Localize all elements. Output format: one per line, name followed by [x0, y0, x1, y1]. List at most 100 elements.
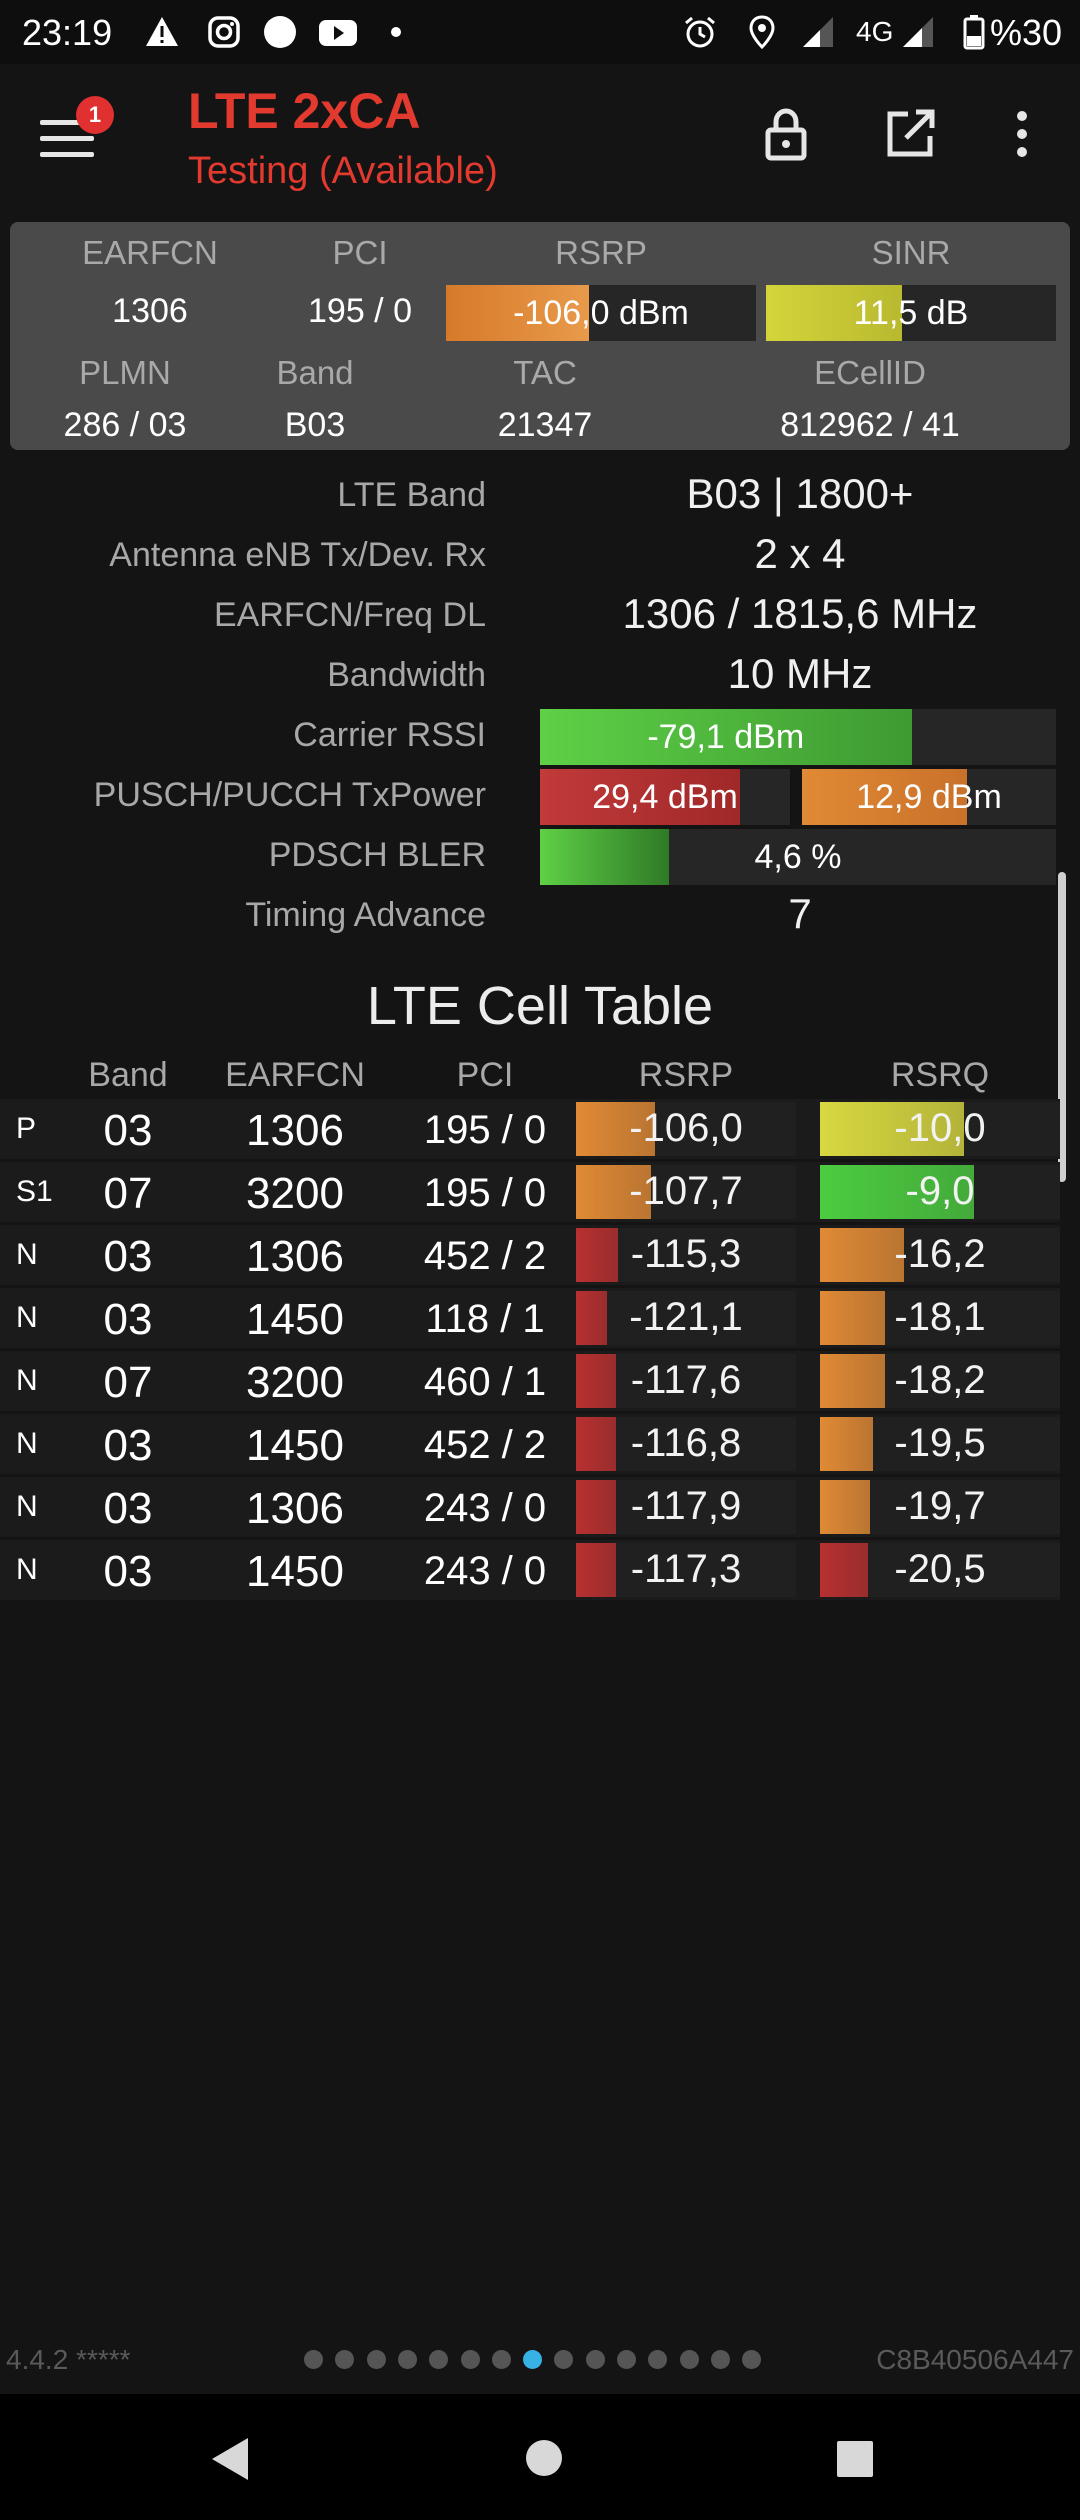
row-earfcn: 3200: [246, 1358, 344, 1407]
antenna-value: 2 x 4: [754, 530, 846, 577]
summary-pci: 195 / 0: [308, 292, 412, 330]
row-pci: 195 / 0: [423, 1171, 547, 1215]
home-icon[interactable]: [524, 2438, 564, 2483]
row-earfcn: 1306: [246, 1106, 344, 1155]
row-type: S1: [16, 1175, 53, 1208]
row-rsrq: -18,2: [894, 1358, 986, 1402]
rsrq-bar-fill: [820, 1291, 885, 1345]
earfcn-freq-label: EARFCN/Freq DL: [213, 596, 486, 634]
header-ecellid: ECellID: [814, 354, 926, 391]
row-rsrp: -121,1: [629, 1295, 743, 1339]
menu-icon[interactable]: [40, 120, 96, 160]
page-dot[interactable]: [335, 2350, 354, 2369]
header-plmn: PLMN: [79, 354, 171, 391]
row-rsrp: -117,6: [630, 1358, 742, 1402]
row-band: 07: [103, 1358, 153, 1407]
rsrp-bar: [576, 1102, 796, 1156]
page-dot[interactable]: [429, 2350, 448, 2369]
pusch-bar: 29,4 dBm: [540, 769, 790, 825]
alarm-icon: [682, 14, 718, 50]
row-earfcn: 1450: [246, 1421, 344, 1470]
rsrq-bar-fill: [820, 1417, 873, 1471]
sinr-bar: 11,5 dB: [766, 285, 1056, 341]
summary-band: B03: [284, 406, 346, 444]
row-earfcn: 1306: [246, 1232, 344, 1281]
page-dot[interactable]: [586, 2350, 605, 2369]
rssi-bar: -79,1 dBm: [540, 709, 1056, 765]
device-id: C8B40506A447: [876, 2344, 1074, 2375]
row-pci: 243 / 0: [423, 1486, 547, 1530]
rsrp-bar: [576, 1417, 796, 1471]
cell-table-title: LTE Cell Table: [366, 976, 714, 1036]
status-time: 23:19: [22, 12, 113, 53]
more-options-icon[interactable]: [1000, 104, 1060, 164]
rsrq-bar: [820, 1417, 1060, 1471]
row-type: N: [16, 1238, 38, 1271]
row-type: N: [16, 1427, 38, 1460]
pusch-value: 29,4 dBm: [592, 778, 738, 816]
scrollbar[interactable]: [1058, 872, 1066, 1182]
page-dot[interactable]: [742, 2350, 761, 2369]
page-dot[interactable]: [461, 2350, 480, 2369]
row-pci: 195 / 0: [423, 1108, 547, 1152]
rsrq-bar: [820, 1543, 1060, 1597]
row-rsrp: -115,3: [630, 1232, 742, 1276]
page-dot[interactable]: [523, 2350, 542, 2369]
battery-level: %30: [990, 12, 1063, 53]
page-dot[interactable]: [680, 2350, 699, 2369]
row-earfcn: 1450: [246, 1295, 344, 1344]
txpower-label: PUSCH/PUCCH TxPower: [93, 776, 486, 814]
row-rsrp: -106,0: [629, 1106, 743, 1150]
back-icon[interactable]: [208, 2436, 252, 2487]
app-subtitle: Testing (Available): [188, 150, 498, 192]
circle-icon: [262, 14, 298, 50]
dot-icon: [378, 14, 414, 50]
page-dot[interactable]: [492, 2350, 511, 2369]
recents-icon[interactable]: [836, 2440, 874, 2483]
page-dot[interactable]: [648, 2350, 667, 2369]
col-rsrp: RSRP: [638, 1056, 734, 1094]
rsrp-bar-fill: [576, 1480, 616, 1534]
bler-label: PDSCH BLER: [268, 836, 486, 874]
rsrq-bar-fill: [820, 1480, 870, 1534]
summary-tac: 21347: [497, 406, 593, 444]
pucch-bar: 12,9 dBm: [802, 769, 1056, 825]
row-rsrp: -116,8: [630, 1421, 742, 1465]
rsrp-bar: -106,0 dBm: [446, 285, 756, 341]
page-dot[interactable]: [367, 2350, 386, 2369]
row-rsrp: -117,9: [630, 1484, 742, 1528]
page-dot[interactable]: [398, 2350, 417, 2369]
row-type: N: [16, 1364, 38, 1397]
rsrq-bar-fill: [820, 1543, 868, 1597]
header-sinr: SINR: [871, 234, 951, 271]
summary-sinr: 11,5 dB: [853, 294, 969, 332]
rsrq-bar: [820, 1102, 1060, 1156]
antenna-label: Antenna eNB Tx/Dev. Rx: [109, 536, 486, 574]
bler-bar: 4,6 %: [540, 829, 1056, 885]
ta-label: Timing Advance: [245, 896, 486, 934]
rsrp-bar: [576, 1354, 796, 1408]
row-band: 03: [103, 1421, 153, 1470]
page-dot[interactable]: [554, 2350, 573, 2369]
row-rsrq: -19,5: [894, 1421, 986, 1465]
page-dot[interactable]: [304, 2350, 323, 2369]
lte-band-value: B03 | 1800+: [686, 470, 914, 517]
pusch-bar-fill: [540, 769, 740, 825]
page-dot[interactable]: [711, 2350, 730, 2369]
row-type: N: [16, 1553, 38, 1586]
page-dot[interactable]: [617, 2350, 636, 2369]
rsrp-bar-fill: [576, 1354, 616, 1408]
header-band: Band: [276, 354, 354, 391]
open-external-icon[interactable]: [880, 104, 940, 164]
rsrp-bar: [576, 1480, 796, 1534]
rsrp-bar-fill: [576, 1165, 651, 1219]
row-band: 03: [103, 1232, 153, 1281]
row-band: 07: [103, 1169, 153, 1218]
row-band: 03: [103, 1295, 153, 1344]
rsrp-bar: [576, 1228, 796, 1282]
header-earfcn: EARFCN: [82, 234, 218, 271]
lock-icon[interactable]: [756, 104, 816, 164]
rsrp-bar-fill: [576, 1102, 655, 1156]
rsrp-bar-fill: [576, 1543, 616, 1597]
rssi-label: Carrier RSSI: [293, 716, 486, 754]
